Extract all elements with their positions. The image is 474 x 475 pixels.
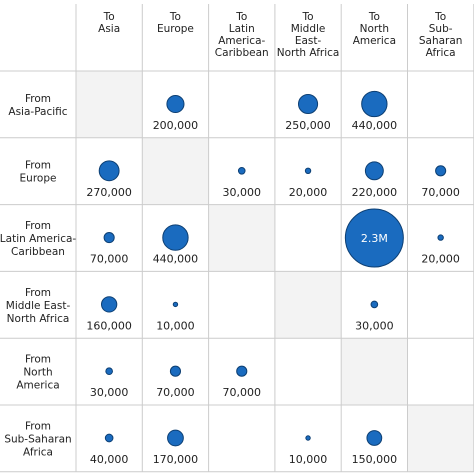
value-label: 20,000 [421, 253, 460, 266]
bubble [162, 224, 189, 251]
value-label: 70,000 [156, 386, 195, 399]
row-header: From Sub-Saharan Africa [4, 420, 71, 458]
bubble [344, 208, 404, 268]
value-label: 30,000 [90, 386, 129, 399]
bubble [370, 300, 379, 309]
row-header: From North America [16, 354, 59, 392]
bubble [236, 365, 248, 377]
shaded-cell [142, 137, 209, 205]
bubble [297, 93, 319, 115]
value-label: 200,000 [153, 119, 199, 132]
bubble [237, 166, 246, 175]
value-label: 70,000 [421, 186, 460, 199]
bubble [105, 367, 113, 376]
column-header: To Latin America-Caribbean [215, 11, 269, 59]
bubble [366, 430, 383, 446]
value-label: 250,000 [285, 119, 331, 132]
column-header: To North America [353, 11, 396, 47]
value-label: 150,000 [352, 453, 398, 466]
bubble [304, 167, 312, 175]
bubble [104, 433, 114, 443]
value-label: 70,000 [223, 386, 262, 399]
bubble [305, 435, 311, 441]
value-label: 170,000 [153, 453, 199, 466]
bubble [167, 429, 184, 447]
shaded-cell [76, 71, 143, 138]
value-label: 220,000 [352, 186, 398, 199]
bubble [169, 365, 182, 377]
value-label: 70,000 [90, 253, 129, 266]
value-label: 20,000 [289, 186, 328, 199]
bubble [437, 234, 444, 241]
shaded-cell [274, 271, 342, 339]
value-label: 440,000 [153, 253, 199, 266]
bubble [435, 165, 447, 177]
bubble [103, 232, 115, 244]
bubble [364, 161, 384, 181]
value-label: 440,000 [352, 119, 398, 132]
bubble [98, 160, 120, 182]
bubble [172, 301, 179, 308]
column-header: To Sub-Saharan Africa [419, 11, 463, 59]
bubble [101, 296, 118, 313]
shaded-cell [208, 204, 275, 272]
value-label: 40,000 [90, 453, 129, 466]
value-label: 270,000 [86, 186, 132, 199]
value-label: 10,000 [156, 319, 195, 332]
row-header: From Europe [20, 160, 57, 185]
value-label: 160,000 [86, 319, 132, 332]
value-label: 10,000 [289, 453, 328, 466]
shaded-cell [407, 405, 474, 472]
shaded-cell [341, 338, 408, 405]
row-header: From Asia-Pacific [8, 93, 67, 118]
row-header: From Latin America-Caribbean [0, 220, 76, 258]
column-header: To Middle East-North Africa [277, 11, 340, 59]
value-label: 2.3M [361, 232, 388, 245]
value-label: 30,000 [355, 319, 394, 332]
row-header: From Middle East-North Africa [6, 287, 71, 325]
bubble [361, 90, 388, 118]
column-header: To Asia [98, 11, 120, 35]
column-header: To Europe [157, 11, 194, 35]
bubble [166, 94, 185, 114]
value-label: 30,000 [223, 186, 262, 199]
